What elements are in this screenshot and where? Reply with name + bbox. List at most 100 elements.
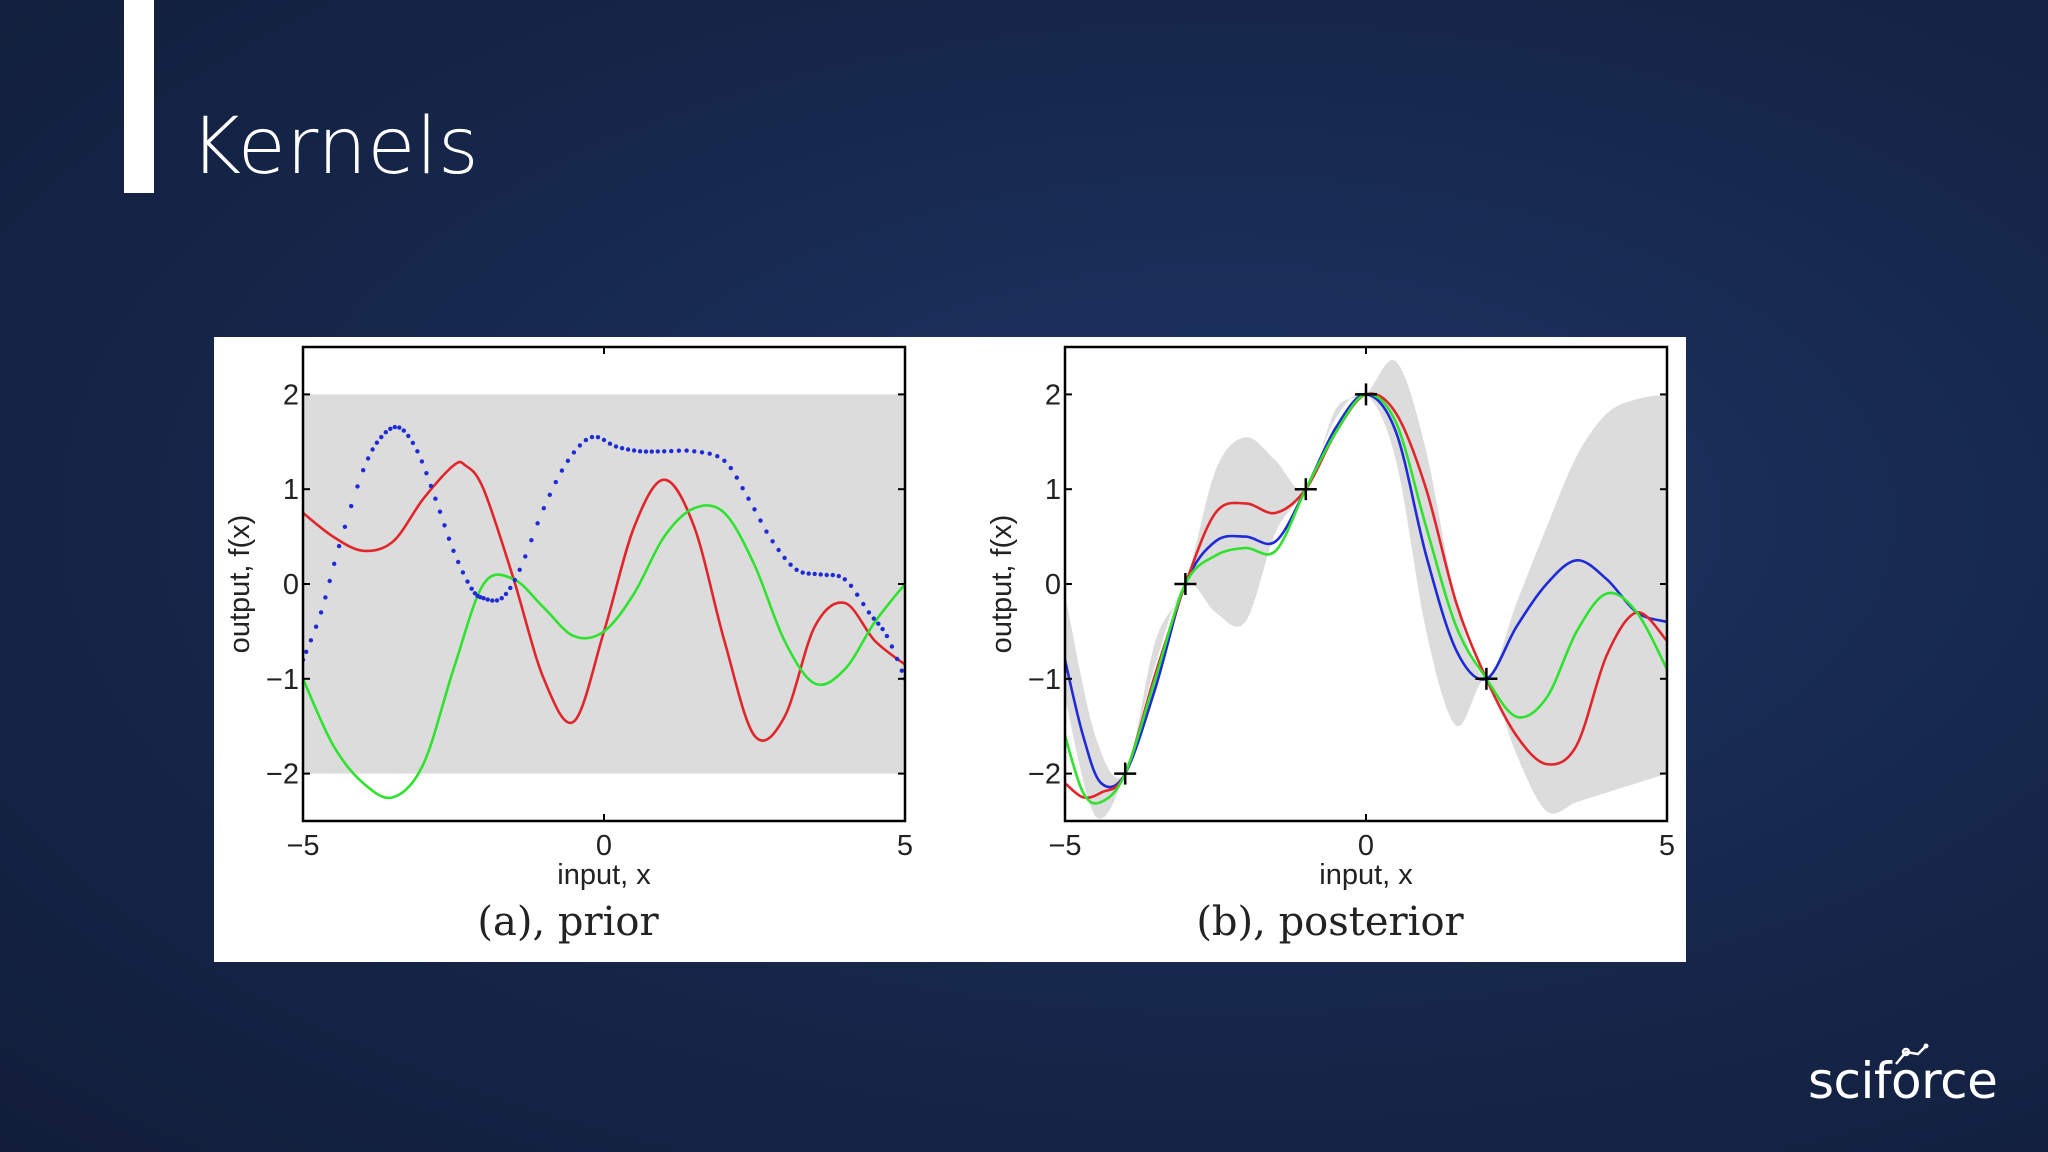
confidence-band	[1065, 359, 1667, 820]
series-blue-point	[308, 638, 314, 643]
series-blue-point	[451, 548, 456, 553]
series-blue-point	[788, 562, 793, 567]
series-blue-point	[722, 458, 727, 463]
series-blue-point	[571, 450, 577, 455]
series-blue-point	[494, 598, 500, 603]
series-blue-point	[342, 524, 348, 529]
y-tick-label: 0	[1045, 569, 1061, 601]
series-blue-point	[876, 621, 881, 626]
series-blue-point	[812, 571, 817, 577]
series-blue-point	[406, 433, 411, 439]
series-blue-point	[589, 434, 595, 440]
series-green-line	[1065, 392, 1667, 805]
y-tick-label: 2	[283, 379, 299, 411]
series-blue-point	[746, 496, 751, 501]
series-blue-point	[764, 529, 769, 534]
series-blue-point	[304, 649, 309, 654]
series-blue-point	[619, 446, 625, 451]
series-blue-point	[517, 567, 522, 572]
series-red-line	[303, 460, 905, 742]
series-blue-point	[415, 449, 420, 454]
series-blue-point	[643, 449, 649, 454]
series-blue-point	[676, 448, 682, 453]
series-blue-point	[401, 428, 406, 433]
subplot-posterior: −5 0 5 −2 −1 0 1 2 input, x output, f(x) (b), post…	[986, 345, 1675, 945]
series-blue-point	[782, 555, 787, 561]
series-green-line	[303, 504, 905, 800]
series-blue-point	[595, 435, 601, 440]
x-tick-label: 5	[897, 830, 913, 862]
observation-marker	[1294, 478, 1317, 501]
series-blue-point	[535, 521, 540, 526]
series-blue-point	[379, 434, 384, 440]
series-blue-point	[662, 449, 667, 454]
series-blue-point	[559, 468, 565, 473]
series-blue-point	[715, 454, 720, 459]
subplot-caption: (a), prior	[477, 899, 659, 945]
confidence-band	[303, 394, 905, 774]
series-blue-point	[469, 586, 474, 591]
y-tick-label: 2	[1045, 379, 1061, 411]
observation-marker	[1114, 762, 1137, 785]
title-accent-bar	[124, 0, 154, 193]
x-tick-label: −5	[1048, 830, 1081, 862]
series-blue-point	[553, 479, 558, 485]
x-axis-label: input, x	[1319, 859, 1413, 891]
y-tick-label: 1	[283, 474, 299, 506]
series-blue-point	[446, 536, 452, 541]
series-blue-point	[370, 447, 375, 452]
series-blue-point	[541, 506, 546, 511]
series-blue-point	[740, 486, 745, 491]
y-tick-label: −2	[266, 759, 299, 791]
node-graph-icon	[1895, 1043, 1929, 1065]
series-blue-point	[866, 610, 872, 615]
series-blue-point	[707, 451, 712, 456]
series-blue-point	[607, 441, 613, 446]
series-blue-point	[433, 496, 438, 501]
x-axis-label: input, x	[557, 859, 651, 891]
series-blue-point	[361, 468, 366, 473]
series-blue-point	[770, 539, 775, 544]
series-blue-point	[565, 458, 571, 463]
x-tick-label: −5	[286, 830, 319, 862]
series-blue-point	[392, 424, 397, 430]
series-blue-point	[503, 591, 509, 597]
series-blue-point	[365, 456, 371, 461]
series-blue-point	[830, 572, 835, 578]
series-blue-point	[388, 426, 393, 431]
series-blue-point	[318, 610, 324, 615]
observation-marker	[1355, 383, 1377, 406]
series-blue-point	[806, 571, 811, 576]
series-blue-point	[523, 554, 528, 559]
series-blue-point	[481, 596, 486, 601]
series-blue-point	[397, 425, 402, 430]
observation-marker	[1475, 667, 1498, 690]
series-blue-point	[800, 570, 805, 575]
logo-text: sciforce	[1808, 1052, 1998, 1110]
x-tick-label: 0	[596, 830, 612, 862]
series-blue-point	[313, 624, 319, 629]
series-blue-point	[861, 601, 866, 607]
figure-svg: −5 0 5 −2 −1 0 1 2 input, x output, f(x) (a), prio…	[224, 345, 1675, 945]
series-blue-point	[649, 449, 654, 454]
y-tick-label: −2	[1028, 759, 1061, 791]
subplot-prior: −5 0 5 −2 −1 0 1 2 input, x output, f(x) (a), prio…	[224, 345, 913, 945]
observation-marker	[1174, 573, 1197, 595]
y-tick-label: 0	[283, 569, 299, 601]
series-blue-point	[871, 616, 876, 621]
series-blue-point	[383, 430, 388, 435]
series-blue-point	[336, 543, 342, 549]
series-blue-point	[824, 572, 829, 578]
series-blue-point	[699, 450, 705, 455]
series-blue-point	[547, 492, 552, 497]
series-blue-point	[752, 507, 757, 512]
series-blue-point	[349, 503, 354, 509]
series-blue-point	[419, 459, 425, 464]
series-blue-point	[884, 633, 890, 639]
series-blue-point	[848, 583, 854, 588]
series-blue-point	[855, 592, 860, 597]
x-tick-label: 0	[1358, 830, 1374, 862]
series-blue-point	[508, 585, 513, 591]
plot-area	[303, 394, 905, 800]
series-blue-point	[460, 570, 466, 575]
